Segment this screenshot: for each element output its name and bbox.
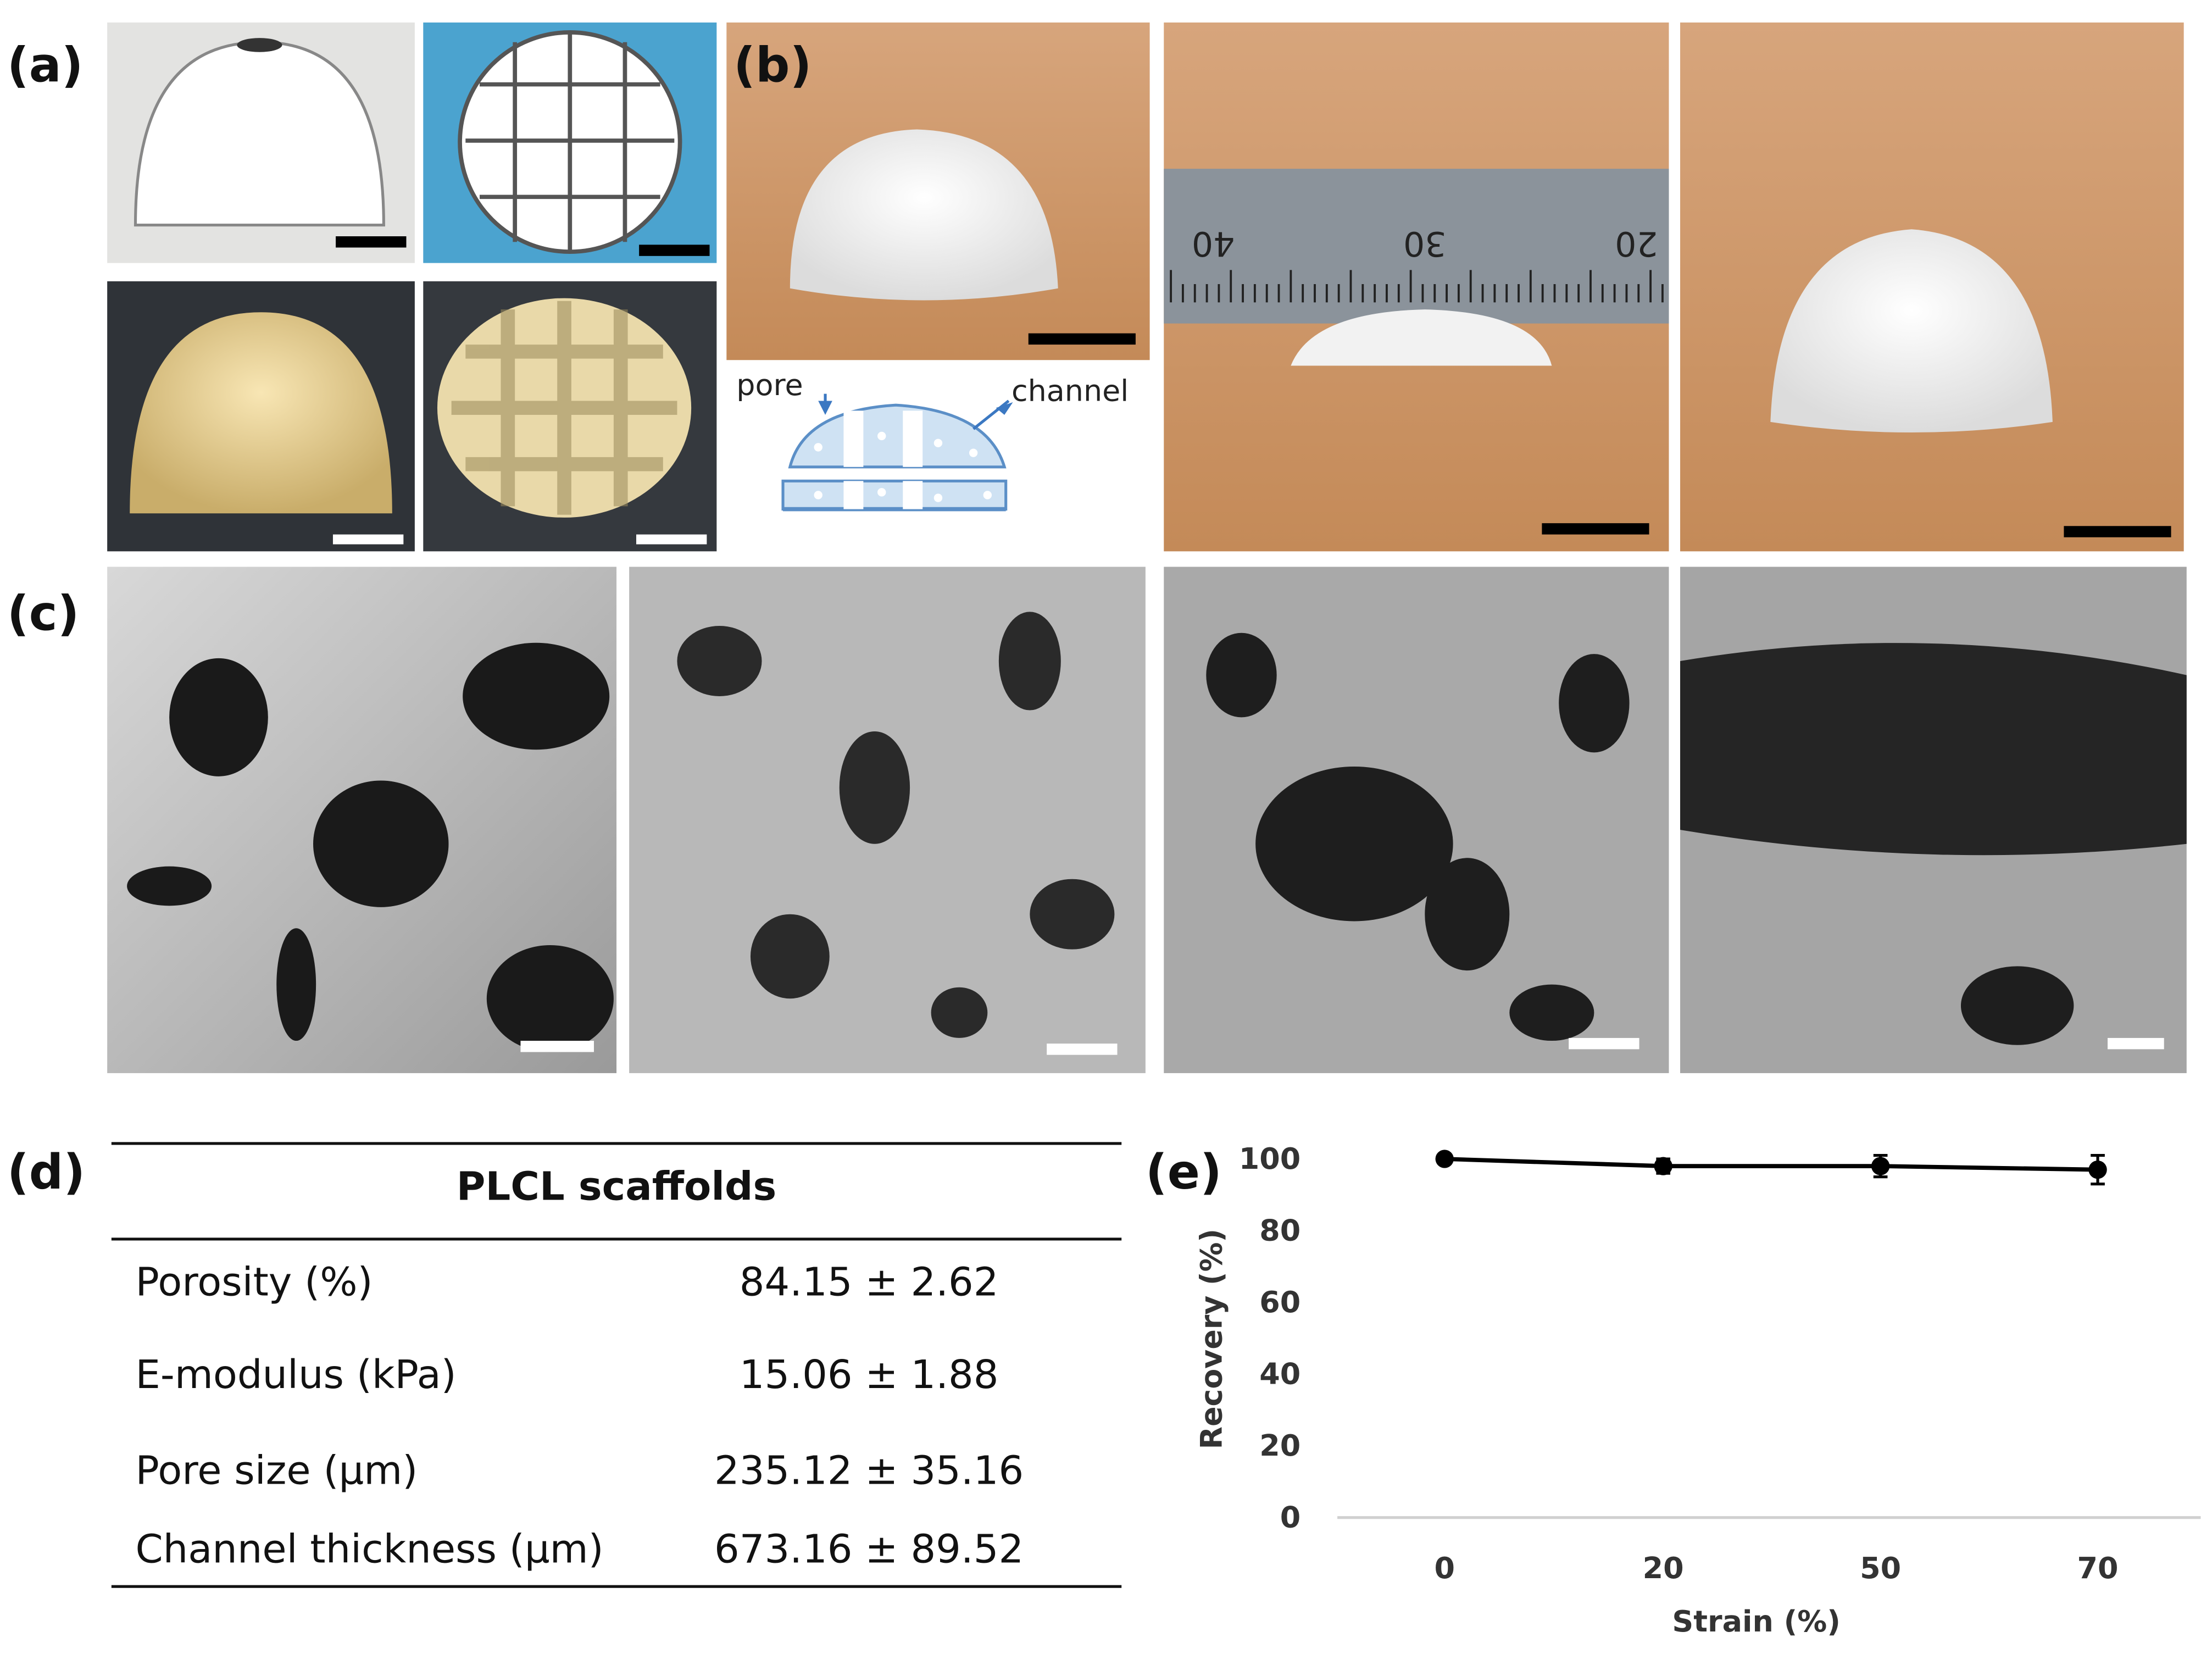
- ruler-label: 30: [1403, 224, 1446, 263]
- x-axis-title: Strain (%): [1672, 1604, 1841, 1639]
- y-tick-label: 20: [1259, 1428, 1300, 1463]
- data-point: [1871, 1157, 1890, 1175]
- table-cell: 673.16 ± 89.52: [714, 1526, 1024, 1572]
- panel-label: (b): [733, 37, 812, 93]
- panel-label: (a): [7, 37, 84, 93]
- panel-c: [107, 567, 2187, 1073]
- y-tick-label: 100: [1239, 1141, 1301, 1176]
- panel-label: (c): [7, 586, 80, 642]
- x-tick-label: 20: [1643, 1551, 1684, 1585]
- y-tick-label: 60: [1259, 1285, 1300, 1319]
- table-cell: 235.12 ± 35.16: [714, 1447, 1024, 1493]
- data-point: [1435, 1150, 1454, 1168]
- schematic-label: pore: [736, 368, 803, 402]
- data-point: [1654, 1157, 1672, 1175]
- panel-b: pore channel: [726, 22, 2184, 552]
- y-tick-label: 0: [1280, 1500, 1301, 1535]
- table: PLCL scaffolds Porosity (%) 84.15 ± 2.62 E…: [111, 1142, 1122, 1588]
- table-cell: Porosity (%): [135, 1258, 373, 1305]
- data-point: [2088, 1160, 2107, 1179]
- schematic-label: channel: [1011, 374, 1129, 408]
- table-cell: E-modulus (kPa): [135, 1351, 456, 1397]
- y-tick-label: 40: [1259, 1357, 1300, 1391]
- panel-a: [107, 22, 717, 552]
- panel-label: (d): [7, 1144, 85, 1200]
- table-title: PLCL scaffolds: [457, 1163, 776, 1209]
- table-cell: Channel thickness (μm): [135, 1526, 603, 1572]
- x-tick-label: 0: [1434, 1551, 1455, 1585]
- x-tick-label: 70: [2077, 1551, 2119, 1585]
- data-line: [1444, 1157, 2098, 1172]
- table-cell: 15.06 ± 1.88: [740, 1351, 999, 1397]
- table-cell: Pore size (μm): [135, 1447, 418, 1493]
- table-cell: 84.15 ± 2.62: [740, 1258, 999, 1305]
- y-axis-title: Recovery (%): [1194, 1229, 1229, 1449]
- chart: Strain (%) Recovery (%) 0 20 40 60 80 100 0 20 5…: [1194, 1141, 2201, 1639]
- ruler-label: 40: [1192, 224, 1235, 263]
- y-tick-label: 80: [1259, 1213, 1300, 1248]
- ruler-label: 20: [1615, 224, 1658, 263]
- x-tick-label: 50: [1860, 1551, 1901, 1585]
- panel-label: (e): [1146, 1144, 1222, 1200]
